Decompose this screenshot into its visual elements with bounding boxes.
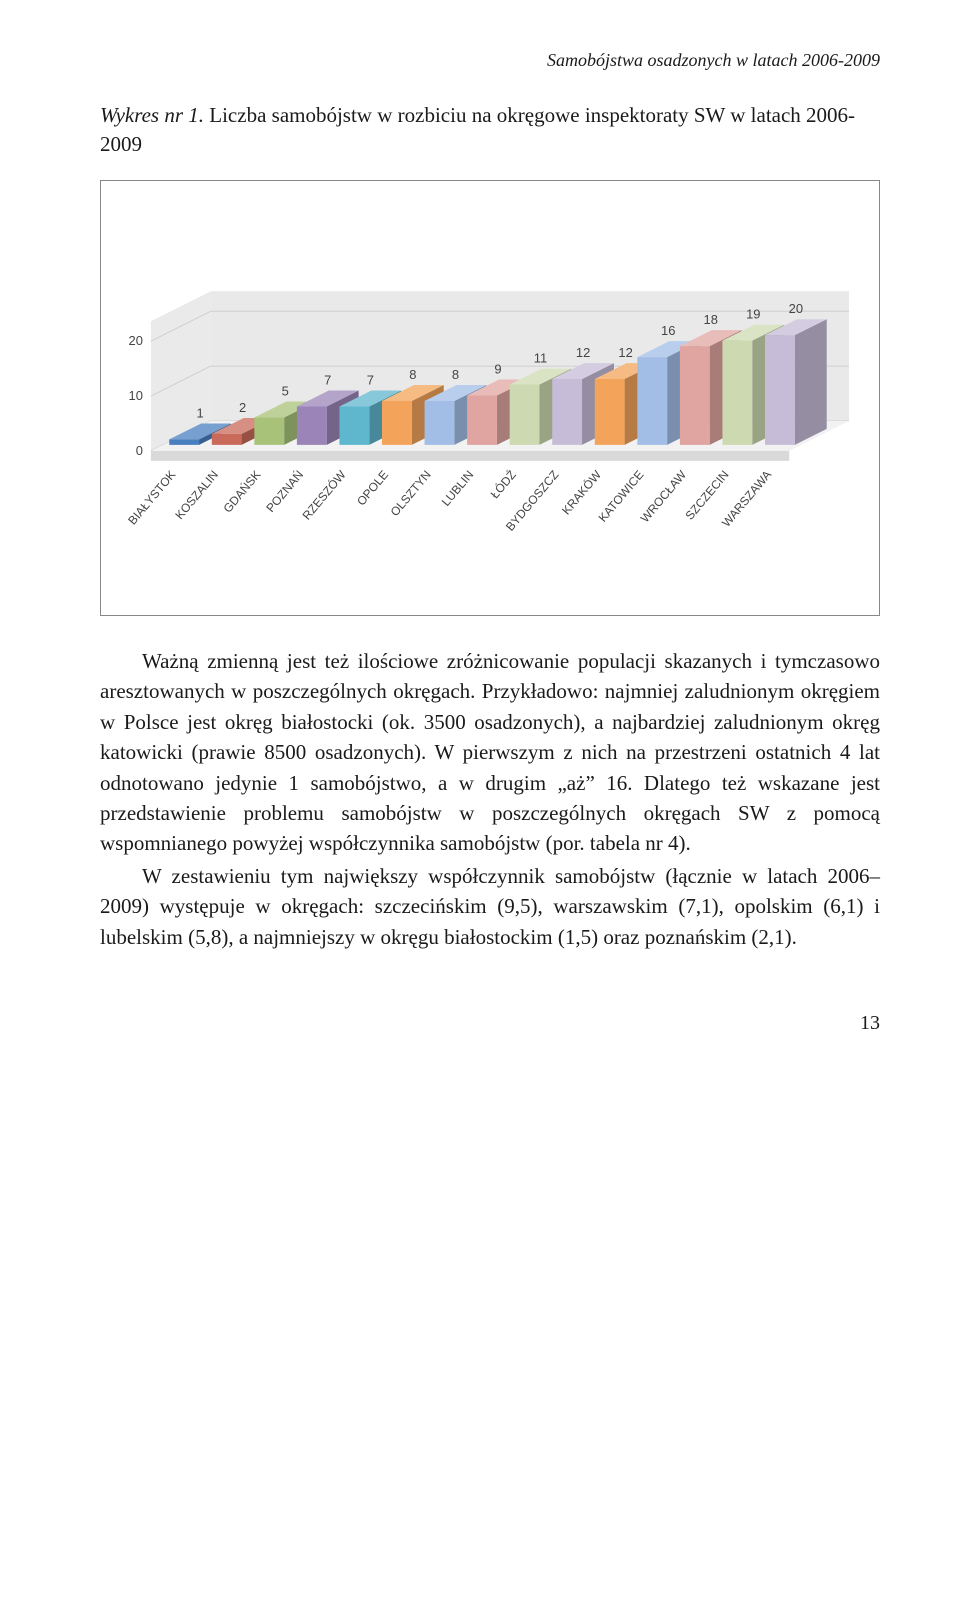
category-label: ŁÓDŹ	[487, 467, 519, 501]
bar-value-label: 7	[324, 372, 331, 387]
body-text: Ważną zmienną jest też ilościowe zróżnic…	[100, 646, 880, 952]
caption-text: Liczba samobójstw w rozbiciu na okręgowe…	[100, 103, 855, 156]
chart-frame: 0 10 20 1 BIAŁYSTOK 2 KOSZALIN 5 GDAŃSK 7 POZNAŃ 7 R…	[100, 180, 880, 616]
bar-value-label: 16	[661, 323, 675, 338]
bar-value-label: 12	[576, 345, 590, 360]
bar-value-label: 1	[196, 405, 203, 420]
caption-label: Wykres nr 1.	[100, 103, 204, 127]
bar-value-label: 7	[367, 372, 374, 387]
bar-value-label: 12	[618, 345, 632, 360]
paragraph-2: W zestawieniu tym największy współczynni…	[100, 861, 880, 952]
bar-value-label: 18	[704, 312, 718, 327]
bar-value-label: 9	[494, 361, 501, 376]
bar-chart-3d: 0 10 20 1 BIAŁYSTOK 2 KOSZALIN 5 GDAŃSK 7 POZNAŃ 7 R…	[111, 191, 869, 611]
running-head: Samobójstwa osadzonych w latach 2006-200…	[100, 50, 880, 71]
category-label: LUBLIN	[439, 468, 477, 509]
svg-text:20: 20	[128, 333, 142, 348]
bar-value-label: 2	[239, 400, 246, 415]
category-label: KOSZALIN	[172, 468, 221, 522]
category-label: OPOLE	[354, 468, 391, 509]
bar-value-label: 5	[282, 383, 289, 398]
category-label: RZESZÓW	[299, 466, 349, 522]
bar-value-label: 8	[409, 367, 416, 382]
category-label: POZNAŃ	[263, 467, 307, 515]
category-label: BIAŁYSTOK	[125, 467, 178, 527]
bar-value-label: 8	[452, 367, 459, 382]
bar-value-label: 11	[534, 350, 547, 365]
category-label: GDAŃSK	[220, 467, 264, 515]
svg-text:0: 0	[136, 443, 143, 458]
category-label: KRAKÓW	[558, 466, 604, 517]
category-label: OLSZTYN	[388, 468, 434, 519]
paragraph-1: Ważną zmienną jest też ilościowe zróżnic…	[100, 646, 880, 859]
page: Samobójstwa osadzonych w latach 2006-200…	[0, 0, 960, 1075]
bar-value-label: 19	[746, 306, 760, 321]
bar-value-label: 20	[789, 301, 803, 316]
figure-caption: Wykres nr 1. Liczba samobójstw w rozbici…	[100, 101, 880, 160]
page-number: 13	[100, 1012, 880, 1035]
svg-text:10: 10	[128, 388, 142, 403]
